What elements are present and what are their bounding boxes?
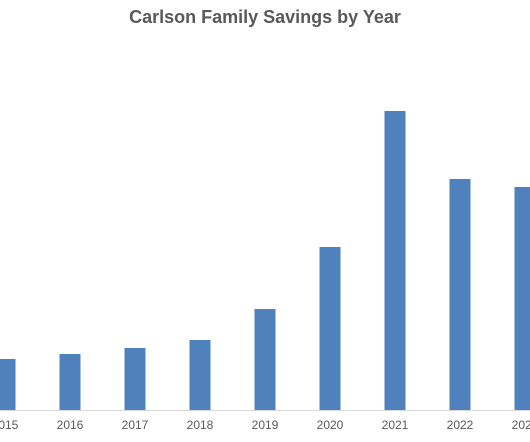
bar — [0, 359, 16, 410]
x-tick-label: 2023 — [512, 418, 530, 432]
bar — [59, 354, 81, 410]
x-tick-label: 2020 — [317, 418, 344, 432]
x-tick-label: 2016 — [57, 418, 84, 432]
chart-title: Carlson Family Savings by Year — [129, 7, 401, 27]
bar — [189, 340, 211, 410]
x-tick-label: 2021 — [382, 418, 409, 432]
bar — [254, 309, 276, 410]
x-tick-label: 2019 — [252, 418, 279, 432]
x-tick-label: 2015 — [0, 418, 19, 432]
x-tick-label: 2018 — [187, 418, 214, 432]
bar — [319, 247, 341, 410]
bar — [124, 348, 146, 410]
x-tick-label: 2022 — [447, 418, 474, 432]
x-tick-label: 2017 — [122, 418, 149, 432]
bar — [514, 187, 530, 410]
bar — [384, 111, 406, 410]
bar — [449, 179, 471, 410]
